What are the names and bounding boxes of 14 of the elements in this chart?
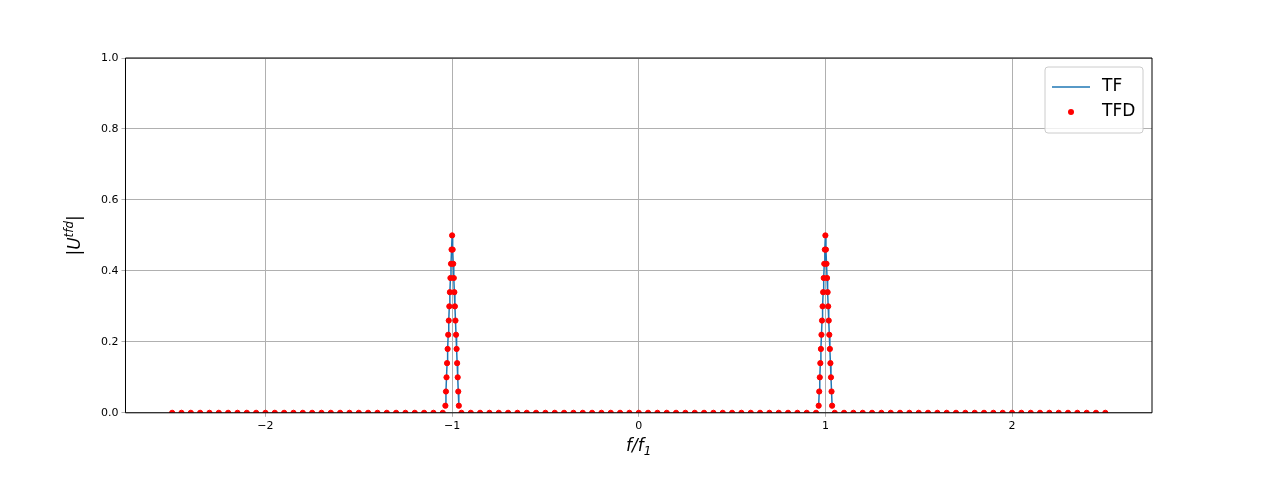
x-tick-label: −2: [257, 419, 274, 433]
legend-label: TFD: [1101, 100, 1136, 121]
x-tick-label: −1: [444, 419, 461, 433]
y-tick-label: 0.2: [100, 334, 119, 348]
x-tick-label: 1: [821, 419, 829, 433]
x-tick-label: 0: [635, 419, 643, 433]
y-tick-label: 0.0: [100, 405, 119, 419]
legend-label: TF: [1101, 75, 1123, 96]
x-tick-label: 2: [1008, 419, 1016, 433]
y-tick-label: 0.8: [100, 121, 119, 135]
y-tick-label: 0.6: [100, 192, 119, 206]
y-tick-label: 0.4: [100, 263, 119, 277]
y-tick-label: 1.0: [100, 50, 119, 64]
y-axis-title: |Utfd|: [61, 215, 84, 256]
